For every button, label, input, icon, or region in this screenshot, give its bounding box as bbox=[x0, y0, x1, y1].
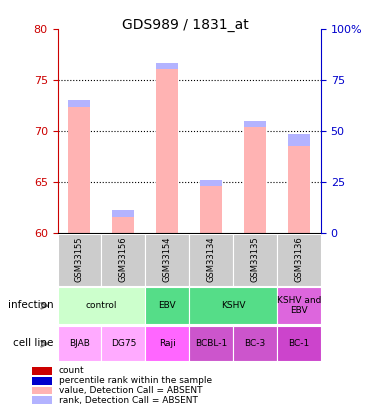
Text: BJAB: BJAB bbox=[69, 339, 90, 348]
Bar bbox=[244, 121, 266, 233]
Text: Raji: Raji bbox=[159, 339, 175, 348]
Bar bbox=[233, 234, 277, 286]
Text: KSHV: KSHV bbox=[221, 301, 245, 310]
Bar bbox=[58, 234, 101, 286]
Text: GSM33135: GSM33135 bbox=[250, 237, 260, 282]
Bar bbox=[277, 234, 321, 286]
Text: count: count bbox=[59, 367, 84, 375]
Bar bbox=[189, 234, 233, 286]
Bar bbox=[101, 234, 145, 286]
Bar bbox=[69, 100, 91, 107]
Text: GDS989 / 1831_at: GDS989 / 1831_at bbox=[122, 18, 249, 32]
Text: cell line: cell line bbox=[13, 339, 54, 348]
Text: BC-3: BC-3 bbox=[244, 339, 266, 348]
Text: KSHV and
EBV: KSHV and EBV bbox=[277, 296, 321, 315]
Bar bbox=[32, 377, 52, 385]
Bar bbox=[32, 367, 52, 375]
Bar bbox=[101, 326, 145, 361]
Bar bbox=[189, 326, 233, 361]
Bar bbox=[189, 287, 277, 324]
Text: DG75: DG75 bbox=[111, 339, 136, 348]
Bar bbox=[69, 100, 91, 233]
Text: infection: infection bbox=[8, 301, 54, 310]
Bar bbox=[277, 287, 321, 324]
Bar bbox=[145, 287, 189, 324]
Bar bbox=[277, 326, 321, 361]
Bar bbox=[112, 211, 134, 217]
Text: BCBL-1: BCBL-1 bbox=[195, 339, 227, 348]
Bar bbox=[32, 396, 52, 404]
Text: value, Detection Call = ABSENT: value, Detection Call = ABSENT bbox=[59, 386, 202, 395]
Bar bbox=[288, 134, 310, 233]
Bar bbox=[145, 326, 189, 361]
Text: rank, Detection Call = ABSENT: rank, Detection Call = ABSENT bbox=[59, 396, 197, 405]
Bar bbox=[32, 387, 52, 394]
Bar bbox=[288, 134, 310, 146]
Text: GSM33136: GSM33136 bbox=[295, 237, 303, 282]
Text: BC-1: BC-1 bbox=[288, 339, 309, 348]
Bar bbox=[145, 234, 189, 286]
Bar bbox=[58, 326, 101, 361]
Bar bbox=[58, 287, 145, 324]
Bar bbox=[233, 326, 277, 361]
Bar bbox=[200, 180, 222, 186]
Bar bbox=[200, 180, 222, 233]
Bar bbox=[156, 63, 178, 233]
Text: percentile rank within the sample: percentile rank within the sample bbox=[59, 376, 212, 385]
Text: GSM33134: GSM33134 bbox=[207, 237, 216, 282]
Bar bbox=[244, 121, 266, 127]
Bar bbox=[112, 211, 134, 233]
Text: GSM33155: GSM33155 bbox=[75, 237, 84, 282]
Text: GSM33156: GSM33156 bbox=[119, 237, 128, 282]
Text: control: control bbox=[86, 301, 117, 310]
Text: GSM33154: GSM33154 bbox=[163, 237, 172, 282]
Bar bbox=[156, 63, 178, 69]
Text: EBV: EBV bbox=[158, 301, 176, 310]
